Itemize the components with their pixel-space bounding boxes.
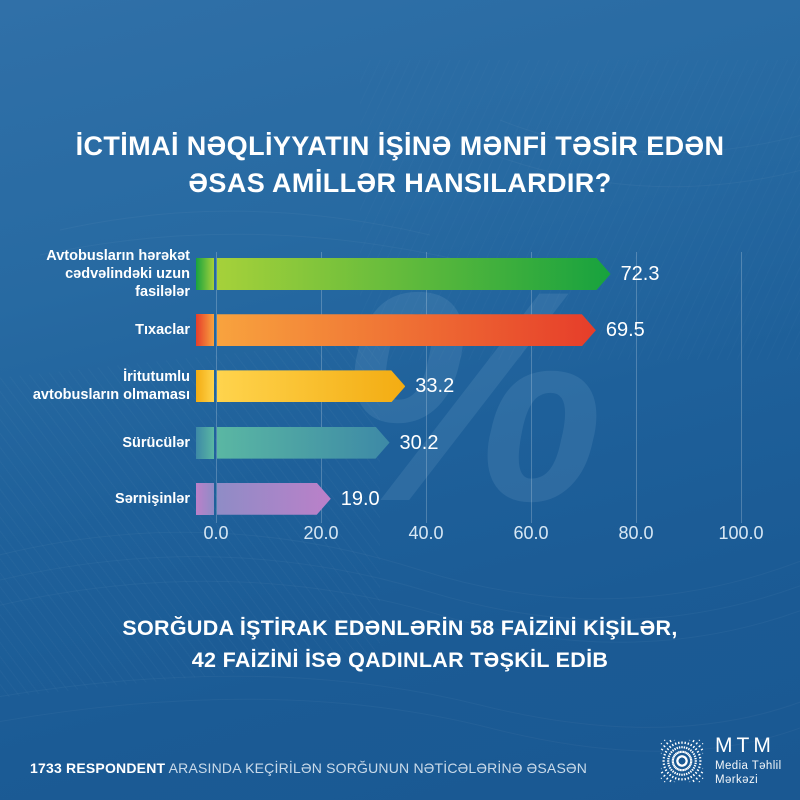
bar-category-label-line: Sürücülər (122, 434, 190, 451)
gridline (531, 252, 532, 523)
mtm-logo-abbr: MTM (715, 734, 775, 757)
bar-category-label: Avtobusların hərəkət cədvəlindəki uzun fa… (18, 248, 190, 300)
bar-value-label: 30.2 (399, 431, 439, 454)
bar-row: Sürücülər 30.2 (0, 426, 800, 459)
bar-row: Sərnişinlər 19.0 (0, 482, 800, 515)
bar-left-segment (196, 426, 214, 459)
bar (217, 314, 596, 346)
page-title: İCTİMAİ NƏQLİYYATIN İŞİNƏ MƏNFİ TƏSİR ED… (0, 128, 800, 202)
bar (217, 258, 611, 290)
subtitle-line1: SORĞUDA İŞTİRAK EDƏNLƏRİN 58 FAİZİNİ KİŞ… (122, 616, 678, 640)
gridline (741, 252, 742, 523)
x-axis-tick-label: 20.0 (303, 523, 339, 543)
x-axis-tick-label: 100.0 (718, 523, 764, 543)
bar-left-segment (196, 258, 214, 290)
bar-category-label-line: Sərnişinlər (115, 490, 190, 507)
gridline (426, 252, 427, 523)
mtm-logo-name-line1: Media Təhlil (715, 760, 782, 772)
bar-row: Tıxaclar 69.5 (0, 314, 800, 347)
bar-category-label-line: İritutumlu (123, 369, 190, 386)
bar-left-segment (196, 314, 214, 347)
bar-value-label: 69.5 (605, 319, 645, 342)
bar (217, 483, 331, 515)
mtm-logo-name: Media Təhlil Mərkəzi (715, 759, 782, 787)
bar-category-label: Sərnişinlər (18, 483, 190, 515)
subtitle-line2: 42 FAİZİNİ İSƏ QADINLAR TƏŞKİL EDİB (191, 648, 609, 672)
bar-row: Avtobusların hərəkət cədvəlindəki uzun fa… (0, 248, 800, 300)
bar-category-label-line: avtobusların olmaması (32, 387, 190, 404)
bar (217, 370, 405, 402)
subtitle-text: SORĞUDA İŞTİRAK EDƏNLƏRİN 58 FAİZİNİ KİŞ… (0, 612, 800, 676)
bar-category-label-line: cədvəlindəki uzun fasilələr (65, 266, 190, 300)
x-axis-tick-label: 40.0 (408, 523, 444, 543)
bar (217, 427, 390, 459)
bar-category-label-line: Avtobusların hərəkət (46, 248, 190, 264)
bar-category-label-line: Tıxaclar (135, 322, 190, 339)
bar-value-label: 72.3 (620, 263, 660, 285)
respondent-count: 1733 RESPONDENT (30, 760, 166, 776)
footer-note-rest: ARASINDA KEÇİRİLƏN SORĞUNUN NƏTİCƏLƏRİNƏ… (168, 760, 588, 776)
x-axis-tick-label: 60.0 (513, 523, 549, 543)
page-title-line1: İCTİMAİ NƏQLİYYATIN İŞİNƏ MƏNFİ TƏSİR ED… (75, 131, 725, 161)
mtm-logo-burst-icon (660, 739, 704, 783)
bar-category-label: Sürücülər (18, 427, 190, 459)
bar-category-label: Tıxaclar (18, 314, 190, 346)
mtm-logo: MTM Media Təhlil Mərkəzi (660, 735, 782, 787)
page-title-line2: ƏSAS AMİLLƏR HANSILARDIR? (188, 168, 612, 198)
gridline (636, 252, 637, 523)
bar-left-segment (196, 482, 214, 515)
x-axis-tick-label: 0.0 (203, 523, 229, 543)
mtm-logo-text: MTM Media Təhlil Mərkəzi (715, 735, 782, 787)
footer-note: 1733 RESPONDENT ARASINDA KEÇİRİLƏN SORĞU… (30, 760, 587, 776)
bar-row: İritutumlu avtobusların olmaması 33.2 (0, 369, 800, 404)
bar-value-label: 33.2 (415, 375, 455, 398)
mtm-logo-name-line2: Mərkəzi (715, 774, 759, 786)
bar-category-label: İritutumlu avtobusların olmaması (18, 369, 190, 404)
gridline (216, 252, 217, 523)
bar-left-segment (196, 370, 214, 403)
bar-value-label: 19.0 (340, 487, 380, 510)
x-axis-tick-label: 80.0 (618, 523, 654, 543)
